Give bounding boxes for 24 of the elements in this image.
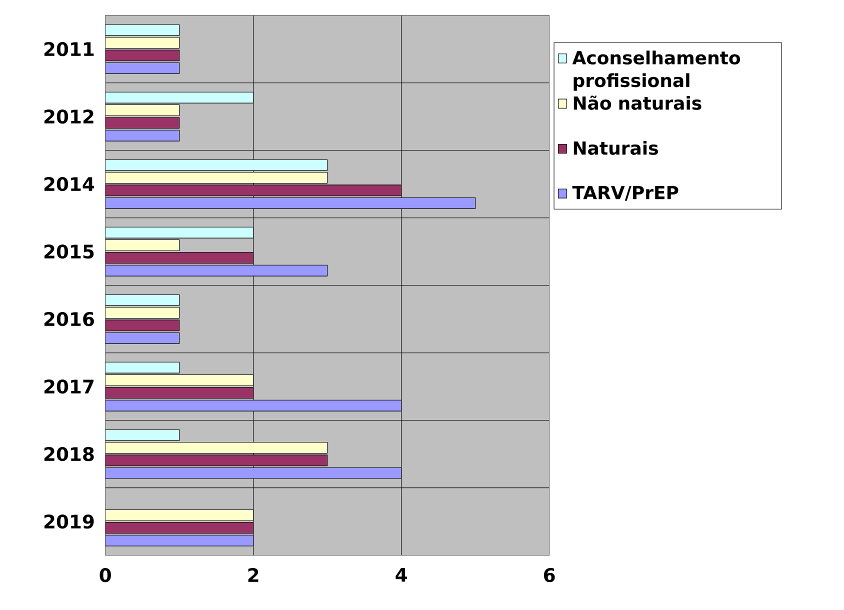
legend-label: TARV/PrEP <box>572 186 678 201</box>
bar <box>105 50 180 62</box>
y-tick-label: 2012 <box>44 110 94 124</box>
y-tick-label: 2011 <box>44 42 94 56</box>
x-tick-label: 0 <box>100 568 111 582</box>
y-tick-label: 2018 <box>44 447 94 462</box>
bar <box>105 387 254 399</box>
y-tick-label: 2014 <box>44 177 94 192</box>
legend-label: Naturais <box>574 140 658 155</box>
bar <box>105 454 328 466</box>
bar <box>105 320 180 332</box>
y-tick-label: 2015 <box>44 244 94 259</box>
x-tick-label: 2 <box>248 568 258 582</box>
y-tick-label: 2019 <box>44 514 94 529</box>
x-tick-label: 4 <box>396 568 407 582</box>
bar <box>105 522 254 534</box>
bar <box>105 184 402 196</box>
legend-label: Não naturais <box>574 96 702 110</box>
x-tick-label: 6 <box>544 568 555 582</box>
bar <box>105 117 180 129</box>
legend-label: Aconselhamento profissional <box>572 50 740 91</box>
bar <box>105 252 254 264</box>
y-tick-label: 2016 <box>44 312 94 326</box>
y-tick-label: 2017 <box>44 380 94 394</box>
